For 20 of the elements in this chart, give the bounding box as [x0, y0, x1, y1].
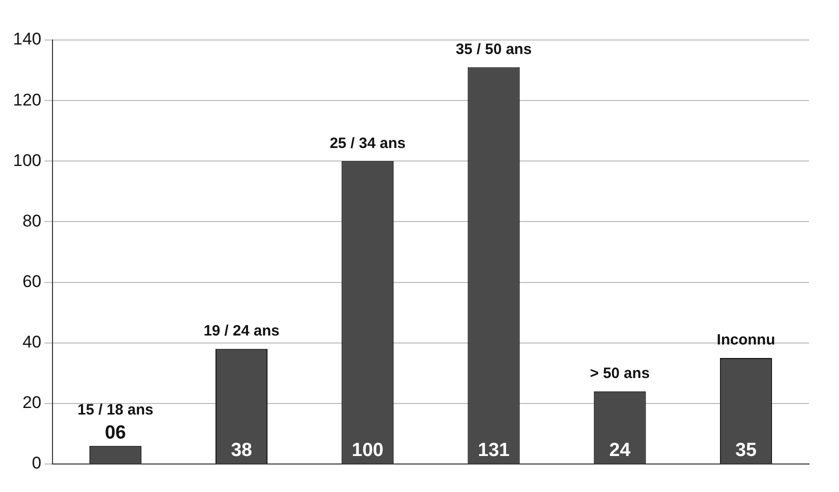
y-tick-label: 80 [22, 211, 42, 230]
data-label: 06 [104, 422, 126, 444]
data-label: 38 [230, 440, 252, 462]
y-tick-label: 0 [32, 454, 42, 473]
data-label: 131 [478, 440, 510, 462]
y-tick-label: 100 [12, 150, 42, 170]
data-label: 35 [735, 440, 757, 462]
data-label: 100 [352, 440, 384, 462]
x-tick-label: > 50 ans [590, 364, 650, 382]
x-tick-label: 25 / 34 ans [330, 134, 406, 152]
x-tick-label: Inconnu [716, 332, 776, 349]
x-tick-label: 15 / 18 ans [77, 401, 154, 418]
y-tick-label: 140 [12, 30, 42, 49]
y-tick-label: 120 [12, 90, 42, 110]
y-tick-label: 20 [22, 393, 42, 412]
y-tick-label: 60 [22, 272, 42, 291]
y-tick-label: 40 [22, 332, 42, 352]
data-label: 24 [609, 440, 631, 462]
x-tick-label: 19 / 24 ans [204, 322, 280, 340]
x-tick-label: 35 / 50 ans [456, 40, 532, 58]
